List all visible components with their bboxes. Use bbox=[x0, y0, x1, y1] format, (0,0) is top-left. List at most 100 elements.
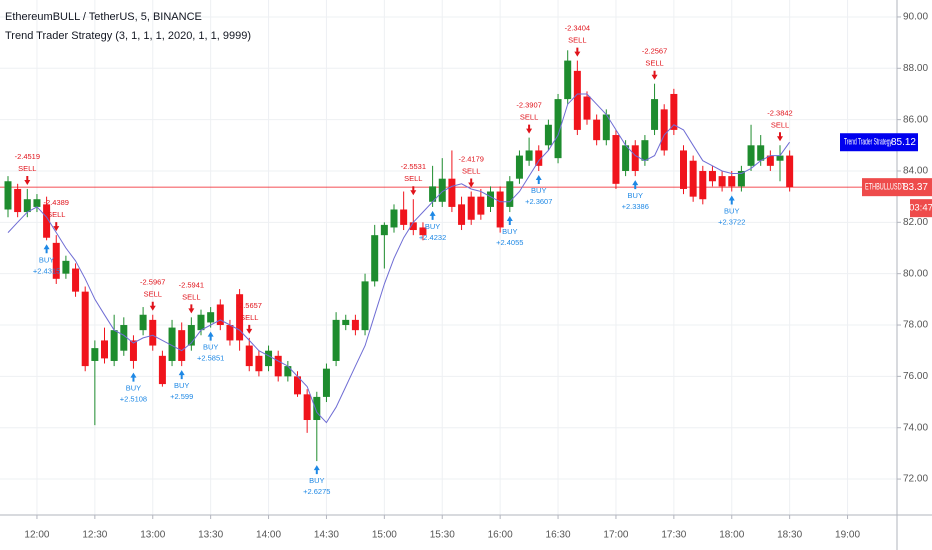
candle-body bbox=[419, 227, 427, 236]
sell-arrow bbox=[24, 175, 31, 185]
candle-body bbox=[274, 355, 282, 377]
candle-body bbox=[612, 135, 620, 184]
signal-type: BUY bbox=[531, 186, 546, 195]
signal-type: BUY bbox=[39, 255, 54, 264]
x-tick-label: 18:00 bbox=[719, 530, 744, 541]
signal-type: BUY bbox=[126, 384, 141, 393]
candle-body bbox=[342, 319, 350, 326]
chart-subtitle: Trend Trader Strategy (3, 1, 1, 1, 2020,… bbox=[5, 30, 251, 42]
y-tick-label: 82.00 bbox=[903, 217, 928, 228]
candle-body bbox=[535, 150, 543, 166]
sell-arrow bbox=[468, 178, 475, 188]
chart-title: EthereumBULL / TetherUS, 5, BINANCE bbox=[5, 11, 202, 23]
candle-body bbox=[226, 325, 234, 341]
candle-body bbox=[33, 199, 41, 207]
signal-label: +2.5108 bbox=[120, 395, 147, 404]
sell-arrow bbox=[53, 222, 60, 232]
buy-arrow bbox=[43, 244, 50, 254]
signal-type: SELL bbox=[568, 36, 586, 45]
candle-body bbox=[400, 209, 408, 225]
candle-body bbox=[187, 325, 195, 346]
y-tick-label: 84.00 bbox=[903, 166, 928, 177]
sell-arrow bbox=[149, 301, 156, 311]
signal-label: -2.3404 bbox=[565, 24, 590, 33]
signal-type: BUY bbox=[425, 222, 440, 231]
candle-body bbox=[525, 150, 533, 161]
x-tick-label: 15:30 bbox=[430, 530, 455, 541]
signal-type: SELL bbox=[47, 210, 65, 219]
candle-body bbox=[351, 319, 359, 331]
candle-body bbox=[110, 330, 118, 361]
candle-body bbox=[52, 242, 60, 279]
signal-type: SELL bbox=[404, 174, 422, 183]
candle-body bbox=[313, 396, 321, 421]
candle-body bbox=[757, 145, 765, 161]
candle-body bbox=[458, 204, 466, 225]
signal-type: SELL bbox=[520, 113, 538, 122]
signal-type: BUY bbox=[502, 227, 517, 236]
grid bbox=[0, 0, 897, 515]
candle-body bbox=[284, 366, 292, 377]
signal-label: +2.4055 bbox=[496, 238, 523, 247]
candle-body bbox=[631, 145, 639, 171]
buy-arrow bbox=[313, 465, 320, 475]
candle-body bbox=[236, 294, 244, 341]
signal-label: +2.4315 bbox=[33, 266, 60, 275]
indicator-price: 85.12 bbox=[891, 137, 916, 148]
candle-body bbox=[487, 191, 494, 207]
signal-label: -2.5531 bbox=[401, 162, 426, 171]
candle-body bbox=[129, 340, 137, 361]
last-price-box bbox=[862, 178, 932, 197]
x-tick-label: 19:00 bbox=[835, 530, 860, 541]
countdown: 03:47 bbox=[909, 203, 932, 214]
candle-body bbox=[515, 155, 523, 179]
signal-label: +2.5851 bbox=[197, 354, 224, 363]
x-tick-label: 17:00 bbox=[603, 530, 628, 541]
candle-body bbox=[699, 170, 707, 200]
signal-label: -2.3842 bbox=[767, 108, 792, 117]
x-tick-label: 13:30 bbox=[198, 530, 223, 541]
candle-body bbox=[660, 109, 668, 151]
buy-arrow bbox=[178, 370, 185, 380]
y-tick-label: 72.00 bbox=[903, 474, 928, 485]
candle-body bbox=[207, 312, 215, 323]
candle-body bbox=[573, 70, 581, 130]
signal-label: +2.6275 bbox=[303, 487, 330, 496]
price-axis-panel bbox=[897, 0, 932, 550]
x-tick-label: 18:30 bbox=[777, 530, 802, 541]
signal-label: -2.4389 bbox=[44, 198, 69, 207]
x-tick-label: 14:30 bbox=[314, 530, 339, 541]
buy-arrow bbox=[429, 210, 436, 220]
indicator-name: Trend Trader Strategy bbox=[844, 137, 892, 148]
candle-body bbox=[776, 155, 784, 161]
candle-body bbox=[23, 199, 31, 213]
candle-body bbox=[139, 314, 147, 331]
candle-body bbox=[602, 114, 610, 141]
sell-arrow bbox=[188, 304, 195, 314]
candle-body bbox=[786, 155, 794, 188]
candle-body bbox=[43, 204, 51, 238]
candle-body bbox=[766, 155, 774, 166]
candle-body bbox=[747, 145, 755, 166]
sell-arrow bbox=[246, 324, 253, 334]
x-tick-label: 15:00 bbox=[372, 530, 397, 541]
sell-arrow bbox=[777, 132, 783, 142]
time-axis-panel bbox=[0, 515, 932, 550]
candle-body bbox=[120, 325, 128, 351]
signal-type: SELL bbox=[18, 164, 36, 173]
y-tick-label: 88.00 bbox=[903, 63, 928, 74]
sell-arrow bbox=[651, 70, 658, 80]
candle-body bbox=[438, 178, 446, 202]
candle-body bbox=[361, 281, 369, 331]
sell-arrow bbox=[526, 124, 533, 134]
signal-type: BUY bbox=[203, 343, 218, 352]
buy-arrow bbox=[207, 331, 214, 341]
countdown-box bbox=[910, 199, 932, 218]
signal-label: -2.5941 bbox=[179, 280, 204, 289]
candle-body bbox=[197, 314, 205, 331]
candle-body bbox=[641, 140, 649, 161]
candle-body bbox=[651, 99, 659, 130]
y-tick-label: 86.00 bbox=[903, 114, 928, 125]
buy-arrow bbox=[632, 180, 639, 190]
